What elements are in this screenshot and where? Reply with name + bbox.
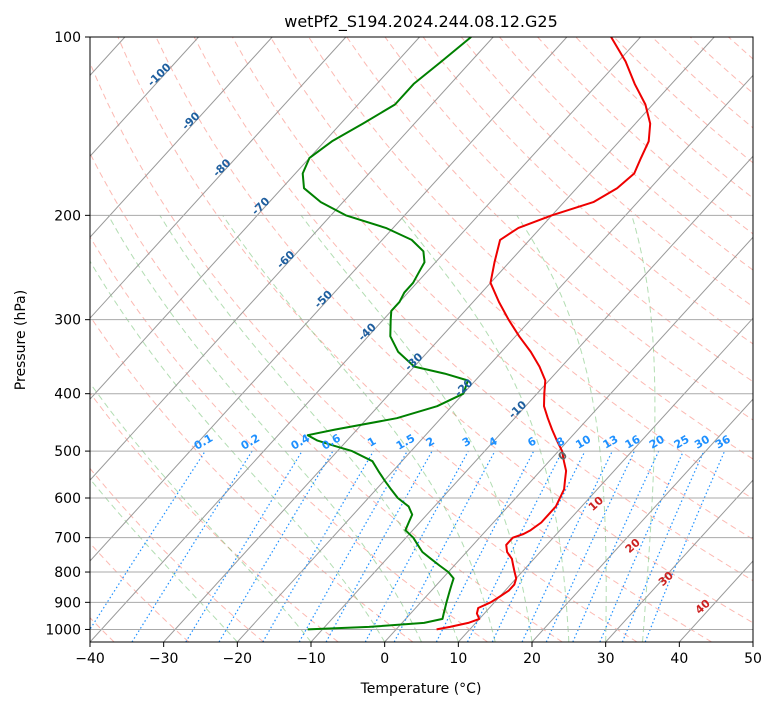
x-tick-label: 20 <box>523 651 541 667</box>
y-tick-label: 400 <box>54 387 81 403</box>
x-axis-label: Temperature (°C) <box>360 681 482 697</box>
y-tick-label: 900 <box>54 595 81 611</box>
x-tick-label: 50 <box>744 651 762 667</box>
y-tick-label: 700 <box>54 531 81 547</box>
chart-title: wetPf2_S194.2024.244.08.12.G25 <box>284 12 558 32</box>
y-tick-label: 100 <box>54 30 81 46</box>
x-tick-label: −30 <box>149 651 179 667</box>
y-tick-label: 200 <box>54 208 81 224</box>
x-tick-label: 0 <box>380 651 389 667</box>
x-tick-label: −20 <box>223 651 253 667</box>
y-tick-label: 500 <box>54 444 81 460</box>
y-axis-label: Pressure (hPa) <box>13 290 29 390</box>
y-tick-label: 300 <box>54 313 81 329</box>
x-tick-label: −40 <box>75 651 105 667</box>
y-tick-label: 600 <box>54 491 81 507</box>
y-tick-label: 1000 <box>45 622 81 638</box>
y-tick-label: 800 <box>54 565 81 581</box>
x-tick-label: −10 <box>296 651 326 667</box>
x-tick-label: 30 <box>597 651 615 667</box>
x-tick-label: 40 <box>670 651 688 667</box>
x-tick-label: 10 <box>449 651 467 667</box>
